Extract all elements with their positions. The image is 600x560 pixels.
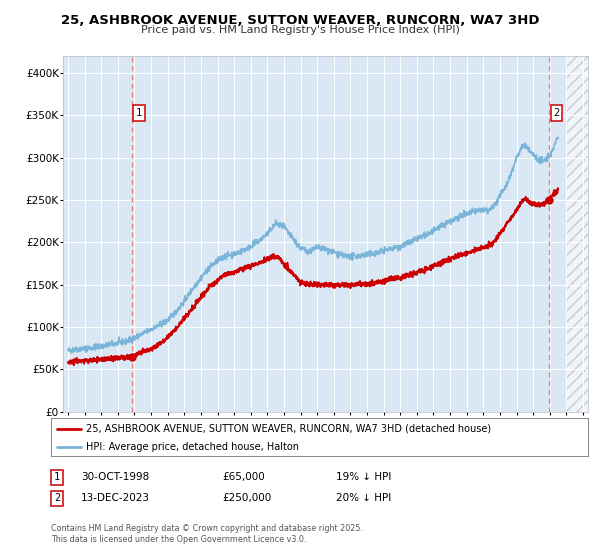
Text: HPI: Average price, detached house, Halton: HPI: Average price, detached house, Halt… [86,442,299,452]
Text: £65,000: £65,000 [222,472,265,482]
Text: 2: 2 [553,108,559,118]
Text: 2: 2 [54,493,60,503]
Text: Contains HM Land Registry data © Crown copyright and database right 2025.
This d: Contains HM Land Registry data © Crown c… [51,524,363,544]
Text: 19% ↓ HPI: 19% ↓ HPI [336,472,391,482]
Text: 1: 1 [54,472,60,482]
Text: 25, ASHBROOK AVENUE, SUTTON WEAVER, RUNCORN, WA7 3HD (detached house): 25, ASHBROOK AVENUE, SUTTON WEAVER, RUNC… [86,423,491,433]
Text: 20% ↓ HPI: 20% ↓ HPI [336,493,391,503]
Text: Price paid vs. HM Land Registry's House Price Index (HPI): Price paid vs. HM Land Registry's House … [140,25,460,35]
Text: £250,000: £250,000 [222,493,271,503]
Text: 25, ASHBROOK AVENUE, SUTTON WEAVER, RUNCORN, WA7 3HD: 25, ASHBROOK AVENUE, SUTTON WEAVER, RUNC… [61,14,539,27]
Text: 13-DEC-2023: 13-DEC-2023 [81,493,150,503]
Bar [566,56,588,412]
Text: 1: 1 [136,108,142,118]
Text: 30-OCT-1998: 30-OCT-1998 [81,472,149,482]
